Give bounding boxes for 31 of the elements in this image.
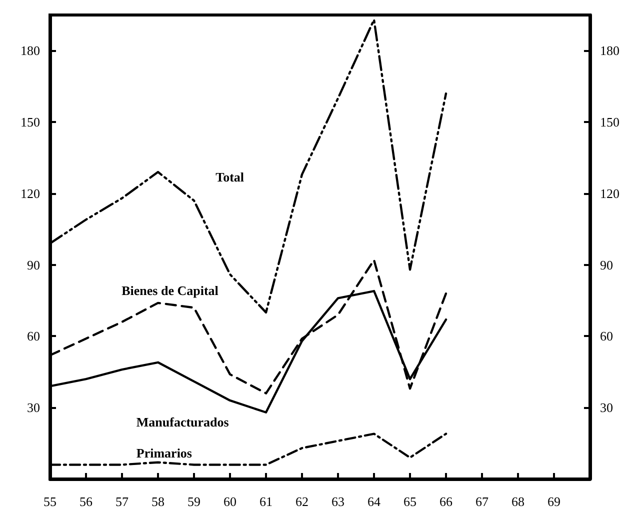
y-tick-label: 60 xyxy=(27,328,40,344)
x-tick-label: 57 xyxy=(116,494,129,509)
y2-tick-label: 150 xyxy=(600,114,620,130)
x-tick-label: 67 xyxy=(476,494,489,509)
y-tick-label: 150 xyxy=(20,114,40,130)
y2-tick-label: 180 xyxy=(600,43,620,58)
y2-tick-label: 30 xyxy=(600,400,613,416)
series-label: Bienes de Capital xyxy=(122,282,219,298)
text: Total xyxy=(216,169,244,184)
x-tick-label: 64 xyxy=(368,494,381,509)
x-tick-label: 63 xyxy=(332,494,344,509)
x-tick-label: 56 xyxy=(80,494,93,509)
x-tick-label: 69 xyxy=(548,494,560,509)
y-tick-label: 90 xyxy=(27,257,40,272)
x-tick-label: 60 xyxy=(224,494,236,509)
series-label: Manufacturados xyxy=(136,414,229,430)
x-tick-label: 58 xyxy=(152,494,164,509)
x-tick-label: 55 xyxy=(44,494,56,509)
x-tick-label: 61 xyxy=(260,494,272,509)
y2-tick-label: 90 xyxy=(600,257,613,272)
y-tick-label: 120 xyxy=(20,186,40,201)
y2-tick-label: 60 xyxy=(600,328,613,344)
x-tick-label: 68 xyxy=(512,494,524,509)
series-label: Primarios xyxy=(136,445,192,460)
x-tick-label: 59 xyxy=(188,494,200,509)
y2-tick-label: 120 xyxy=(600,186,620,201)
x-tick-label: 62 xyxy=(296,494,308,509)
x-tick-label: 66 xyxy=(440,494,453,509)
x-tick-label: 65 xyxy=(404,494,416,509)
y-tick-label: 180 xyxy=(20,43,40,58)
y-tick-label: 30 xyxy=(27,400,40,416)
